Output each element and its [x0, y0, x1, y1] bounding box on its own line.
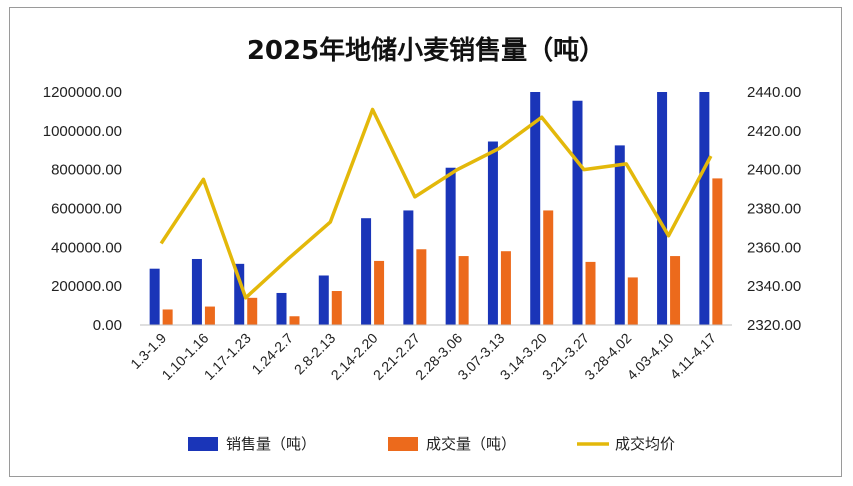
sales-volume-bar — [572, 100, 583, 325]
sales-volume-bar — [403, 210, 414, 325]
chart-title: 2025年地储小麦销售量（吨） — [247, 35, 605, 66]
left-tick-label: 1200000.00 — [43, 84, 122, 101]
legend-swatch — [188, 437, 218, 451]
deal-volume-bar — [500, 251, 511, 325]
legend: 销售量（吨） 成交量（吨） 成交均价 — [188, 435, 675, 453]
left-tick-label: 1000000.00 — [43, 123, 122, 140]
left-tick-label: 400000.00 — [51, 239, 122, 256]
left-tick-label: 800000.00 — [51, 162, 122, 179]
sales-volume-bar — [191, 258, 202, 325]
sales-volume-bar — [445, 167, 456, 325]
x-tick-label: 4.03-4.10 — [624, 330, 677, 383]
deal-volume-bar — [627, 277, 638, 325]
right-axis: 2320.00 2340.00 2360.00 2380.00 2400.00 2420.… — [747, 84, 801, 334]
right-tick-label: 2380.00 — [747, 201, 801, 218]
x-tick-label: 1.24-2.7 — [248, 330, 296, 378]
price-line — [159, 107, 713, 300]
legend-label: 成交量（吨） — [426, 435, 516, 453]
x-tick-label: 1.17-1.23 — [201, 330, 254, 383]
left-tick-label: 0.00 — [93, 317, 122, 334]
sales-volume-bar — [361, 218, 372, 325]
sales-volume-bar — [276, 292, 287, 325]
deal-volume-bar — [204, 306, 215, 325]
left-tick-label: 600000.00 — [51, 201, 122, 218]
right-tick-label: 2440.00 — [747, 84, 801, 101]
price-line-group — [159, 107, 713, 300]
bars-group — [149, 92, 723, 325]
legend-label: 成交均价 — [615, 435, 675, 453]
deal-volume-bar — [585, 261, 596, 325]
sales-volume-bar — [234, 263, 245, 325]
sales-volume-bar — [149, 268, 160, 325]
deal-volume-bar — [247, 297, 258, 325]
deal-volume-bar — [670, 256, 681, 325]
deal-volume-bar — [331, 291, 342, 325]
legend-swatch — [388, 437, 418, 451]
sales-volume-bar — [699, 92, 710, 325]
x-axis: 1.3-1.91.10-1.161.17-1.231.24-2.72.8-2.1… — [127, 324, 732, 383]
deal-volume-bar — [289, 316, 300, 325]
legend-label: 销售量（吨） — [226, 435, 316, 453]
deal-volume-bar — [416, 249, 427, 325]
deal-volume-bar — [458, 256, 469, 325]
right-tick-label: 2400.00 — [747, 162, 801, 179]
sales-volume-bar — [657, 92, 668, 325]
chart-frame: 2025年地储小麦销售量（吨） 0.00 200000.00 400000.00 60… — [9, 7, 842, 477]
right-tick-label: 2360.00 — [747, 239, 801, 256]
right-tick-label: 2420.00 — [747, 123, 801, 140]
x-tick-label: 4.11-4.17 — [667, 330, 720, 383]
deal-volume-bar — [374, 260, 385, 325]
deal-volume-bar — [712, 178, 723, 325]
right-tick-label: 2340.00 — [747, 278, 801, 295]
left-tick-label: 200000.00 — [51, 278, 122, 295]
sales-volume-bar — [487, 141, 498, 325]
deal-volume-bar — [162, 309, 173, 325]
right-tick-label: 2320.00 — [747, 317, 801, 334]
sales-volume-bar — [530, 92, 541, 325]
left-axis: 0.00 200000.00 400000.00 600000.00 800000.00… — [43, 84, 122, 334]
chart-canvas: 2025年地储小麦销售量（吨） 0.00 200000.00 400000.00 60… — [43, 35, 801, 453]
deal-volume-bar — [543, 210, 554, 325]
sales-volume-bar — [318, 275, 329, 325]
sales-volume-bar — [614, 145, 625, 325]
